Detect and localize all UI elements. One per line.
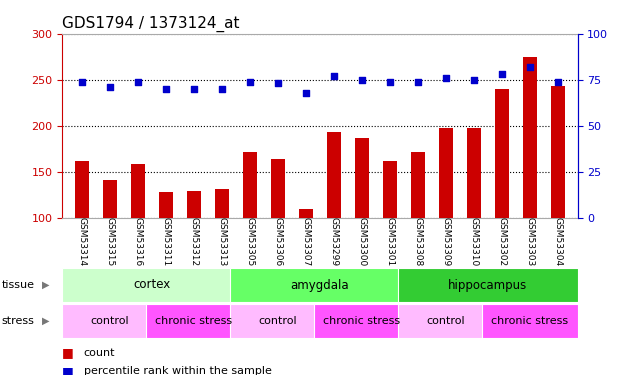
Point bbox=[133, 78, 143, 84]
Bar bbox=[62, 304, 157, 338]
Point bbox=[413, 78, 423, 84]
Text: chronic stress: chronic stress bbox=[491, 316, 568, 326]
Bar bbox=[467, 128, 481, 309]
Bar bbox=[102, 180, 117, 309]
Point bbox=[217, 86, 227, 92]
Point bbox=[441, 75, 451, 81]
Bar bbox=[495, 89, 509, 309]
Text: control: control bbox=[91, 316, 129, 326]
Text: GSM53303: GSM53303 bbox=[525, 217, 535, 267]
Bar bbox=[439, 128, 453, 309]
Point bbox=[77, 78, 87, 84]
Text: GSM53313: GSM53313 bbox=[217, 217, 226, 267]
Text: GSM53308: GSM53308 bbox=[414, 217, 422, 267]
Text: GDS1794 / 1373124_at: GDS1794 / 1373124_at bbox=[62, 16, 240, 32]
Text: ■: ■ bbox=[62, 365, 74, 375]
Text: tissue: tissue bbox=[2, 280, 35, 290]
Text: GSM53302: GSM53302 bbox=[497, 217, 506, 266]
Bar bbox=[314, 304, 409, 338]
Bar bbox=[327, 132, 341, 309]
Text: GSM53300: GSM53300 bbox=[357, 217, 366, 267]
Bar bbox=[159, 192, 173, 309]
Bar bbox=[62, 268, 242, 302]
Point bbox=[525, 64, 535, 70]
Point bbox=[385, 78, 395, 84]
Point bbox=[357, 77, 367, 83]
Point bbox=[301, 90, 310, 96]
Point bbox=[161, 86, 171, 92]
Text: control: control bbox=[427, 316, 465, 326]
Text: GSM53311: GSM53311 bbox=[161, 217, 170, 267]
Bar bbox=[299, 209, 313, 309]
Point bbox=[553, 78, 563, 84]
Text: ▶: ▶ bbox=[42, 316, 50, 326]
Bar bbox=[243, 152, 257, 309]
Bar bbox=[483, 304, 578, 338]
Text: ■: ■ bbox=[62, 346, 74, 359]
Point bbox=[245, 78, 255, 84]
Bar bbox=[230, 304, 325, 338]
Text: control: control bbox=[258, 316, 297, 326]
Text: GSM53312: GSM53312 bbox=[189, 217, 198, 266]
Text: GSM53309: GSM53309 bbox=[442, 217, 450, 267]
Point bbox=[497, 71, 507, 77]
Bar bbox=[398, 268, 578, 302]
Text: chronic stress: chronic stress bbox=[155, 316, 232, 326]
Text: count: count bbox=[84, 348, 116, 357]
Text: GSM53304: GSM53304 bbox=[553, 217, 563, 266]
Point bbox=[189, 86, 199, 92]
Point bbox=[105, 84, 115, 90]
Text: GSM53301: GSM53301 bbox=[386, 217, 394, 267]
Bar bbox=[75, 160, 89, 309]
Text: GSM53314: GSM53314 bbox=[77, 217, 86, 266]
Bar bbox=[355, 138, 369, 309]
Bar bbox=[230, 268, 409, 302]
Bar bbox=[383, 162, 397, 309]
Text: GSM53299: GSM53299 bbox=[329, 217, 338, 266]
Point bbox=[469, 77, 479, 83]
Text: GSM53305: GSM53305 bbox=[245, 217, 254, 267]
Bar bbox=[146, 304, 242, 338]
Bar bbox=[523, 57, 537, 309]
Text: GSM53310: GSM53310 bbox=[469, 217, 478, 267]
Text: chronic stress: chronic stress bbox=[324, 316, 401, 326]
Text: GSM53316: GSM53316 bbox=[134, 217, 142, 267]
Text: percentile rank within the sample: percentile rank within the sample bbox=[84, 366, 272, 375]
Text: cortex: cortex bbox=[133, 279, 170, 291]
Bar bbox=[187, 191, 201, 309]
Text: amygdala: amygdala bbox=[291, 279, 349, 291]
Point bbox=[273, 80, 283, 86]
Text: GSM53307: GSM53307 bbox=[301, 217, 310, 267]
Text: hippocampus: hippocampus bbox=[448, 279, 527, 291]
Text: stress: stress bbox=[2, 316, 35, 326]
Bar bbox=[398, 304, 494, 338]
Text: GSM53306: GSM53306 bbox=[273, 217, 283, 267]
Bar bbox=[411, 152, 425, 309]
Bar bbox=[215, 189, 229, 309]
Text: ▶: ▶ bbox=[42, 280, 50, 290]
Point bbox=[329, 73, 339, 79]
Text: GSM53315: GSM53315 bbox=[105, 217, 114, 267]
Bar bbox=[131, 164, 145, 309]
Bar bbox=[271, 159, 285, 309]
Bar bbox=[551, 86, 565, 309]
